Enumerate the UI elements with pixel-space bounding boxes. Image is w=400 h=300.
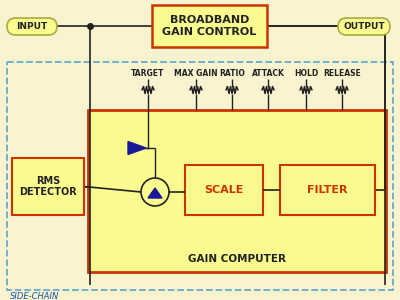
FancyBboxPatch shape (7, 18, 57, 35)
Text: SIDE-CHAIN: SIDE-CHAIN (10, 292, 59, 300)
FancyBboxPatch shape (338, 18, 390, 35)
Text: RATIO: RATIO (219, 69, 245, 78)
Text: TARGET: TARGET (131, 69, 165, 78)
Text: ATTACK: ATTACK (252, 69, 284, 78)
FancyBboxPatch shape (152, 5, 267, 47)
FancyBboxPatch shape (185, 165, 263, 215)
FancyBboxPatch shape (88, 110, 386, 272)
Text: FILTER: FILTER (307, 185, 348, 195)
FancyBboxPatch shape (280, 165, 375, 215)
Text: SCALE: SCALE (204, 185, 244, 195)
Text: RELEASE: RELEASE (323, 69, 361, 78)
Polygon shape (128, 142, 146, 154)
Text: MAX GAIN: MAX GAIN (174, 69, 218, 78)
Text: HOLD: HOLD (294, 69, 318, 78)
Polygon shape (148, 188, 162, 198)
Circle shape (141, 178, 169, 206)
Text: GAIN COMPUTER: GAIN COMPUTER (188, 254, 286, 264)
FancyBboxPatch shape (12, 158, 84, 215)
Text: BROADBAND
GAIN CONTROL: BROADBAND GAIN CONTROL (162, 15, 257, 37)
Text: OUTPUT: OUTPUT (343, 22, 385, 31)
Text: RMS
DETECTOR: RMS DETECTOR (19, 176, 77, 197)
Text: INPUT: INPUT (16, 22, 48, 31)
